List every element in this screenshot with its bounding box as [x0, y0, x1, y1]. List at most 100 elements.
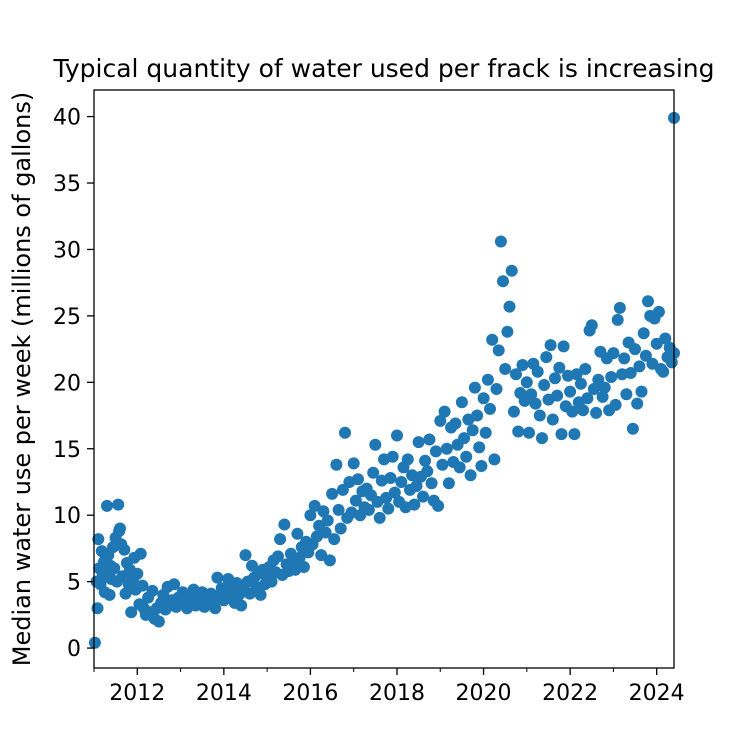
data-point	[429, 445, 442, 458]
data-point	[538, 379, 551, 391]
x-tick-label: 2020	[456, 681, 512, 706]
data-point	[349, 494, 362, 507]
data-point	[501, 325, 514, 338]
data-point	[323, 554, 336, 567]
chart-title: Typical quantity of water used per frack…	[52, 54, 714, 83]
data-point	[209, 602, 222, 615]
data-point	[553, 361, 566, 374]
data-point	[620, 388, 633, 401]
data-point	[449, 417, 462, 430]
data-point	[564, 385, 577, 398]
data-point	[471, 409, 484, 422]
data-point	[434, 414, 447, 427]
data-point	[637, 327, 650, 340]
data-point	[417, 490, 429, 503]
data-point	[570, 368, 583, 381]
data-point	[585, 319, 598, 332]
data-point	[481, 373, 494, 386]
data-point	[125, 606, 138, 619]
data-point	[136, 579, 149, 592]
data-point	[442, 477, 455, 490]
data-point	[425, 477, 438, 490]
data-point	[635, 385, 648, 398]
data-point	[254, 588, 267, 601]
data-point	[568, 428, 581, 441]
data-point	[581, 392, 594, 405]
data-point	[386, 450, 399, 463]
data-point	[574, 377, 587, 390]
data-point	[475, 460, 488, 472]
data-point	[613, 301, 626, 314]
data-point	[308, 499, 321, 512]
data-point	[330, 458, 343, 471]
data-point	[146, 584, 159, 597]
data-point	[579, 363, 592, 375]
data-point	[362, 503, 375, 516]
data-point	[460, 450, 473, 463]
data-point	[598, 381, 611, 394]
data-point	[458, 432, 471, 445]
data-point	[436, 458, 449, 471]
data-point	[119, 587, 132, 600]
data-point	[477, 392, 490, 405]
data-point	[92, 533, 105, 546]
data-point	[211, 571, 224, 584]
data-point	[540, 351, 553, 364]
data-point	[505, 264, 518, 277]
data-point	[494, 235, 507, 248]
data-point	[607, 347, 620, 360]
x-tick-label: 2016	[282, 681, 338, 706]
data-point	[412, 436, 425, 449]
data-point	[657, 365, 670, 378]
data-point	[369, 438, 382, 451]
data-point	[423, 433, 436, 446]
data-point	[395, 476, 408, 488]
data-point	[546, 413, 559, 426]
y-tick-label: 10	[53, 504, 81, 529]
data-point	[646, 357, 659, 370]
data-point	[118, 543, 131, 556]
data-point	[549, 372, 561, 385]
data-point	[421, 465, 434, 478]
data-point	[466, 424, 479, 437]
data-point	[382, 502, 395, 515]
y-tick-label: 35	[53, 172, 81, 197]
data-point	[334, 522, 347, 535]
data-point	[631, 397, 644, 410]
data-point	[391, 429, 403, 442]
data-point	[410, 480, 423, 492]
data-point	[510, 368, 522, 381]
data-point	[557, 340, 570, 353]
data-point	[473, 441, 486, 454]
data-point	[525, 388, 538, 401]
data-point	[432, 499, 445, 512]
data-point	[629, 343, 641, 356]
axes-frame	[93, 89, 675, 669]
data-point	[555, 428, 568, 441]
data-point	[272, 550, 284, 563]
data-point	[317, 505, 330, 518]
data-point	[108, 562, 121, 575]
data-point	[319, 526, 332, 539]
data-point	[642, 295, 654, 308]
data-point	[440, 442, 453, 455]
x-tick-label: 2018	[369, 681, 425, 706]
data-point	[587, 383, 600, 395]
data-point	[293, 551, 306, 564]
data-point	[438, 405, 451, 418]
data-point	[134, 547, 147, 560]
data-point	[639, 349, 652, 362]
data-point	[531, 365, 544, 378]
data-point	[479, 426, 492, 439]
data-point	[596, 390, 609, 403]
data-point	[566, 405, 579, 418]
data-point	[278, 518, 291, 531]
data-point	[486, 333, 499, 346]
data-point	[611, 313, 624, 326]
x-tick-label: 2024	[629, 681, 685, 706]
data-point	[624, 367, 637, 379]
ticks-layer: 0 5 10 15 20 25 30 35 40 2012 2014 2016 2018 2020 2022…	[53, 106, 685, 706]
data-point	[388, 486, 401, 499]
data-point	[499, 363, 512, 375]
